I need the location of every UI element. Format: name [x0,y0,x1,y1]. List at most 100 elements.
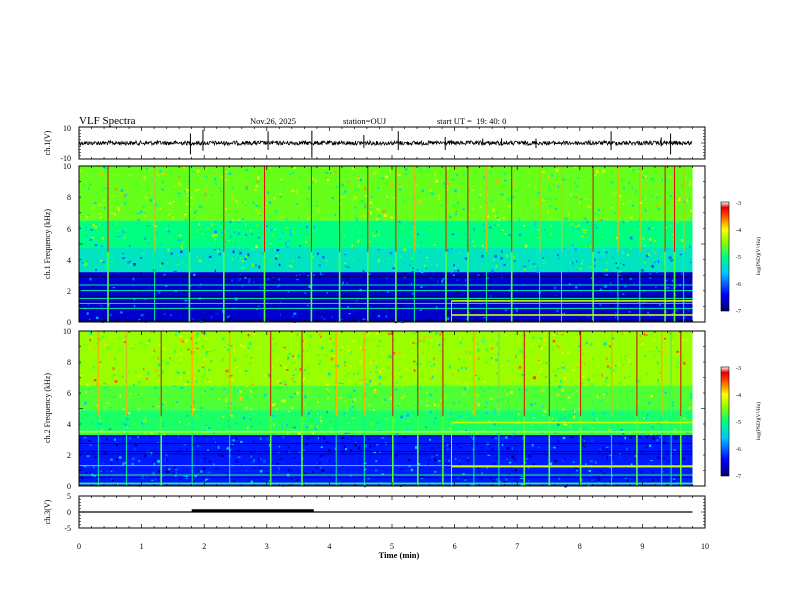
ch1-speckle [285,240,288,243]
ch2-speckle [602,446,605,450]
ch2-speckle [403,436,407,438]
ch1-speckle [232,219,235,221]
ch2-speckle [567,351,570,353]
ch2-speckle [175,333,177,336]
ch2-speckle [373,409,376,412]
ch1-speckle [419,199,421,202]
ch1-speckle [551,173,553,177]
ch1-speckle [286,226,289,229]
ch1-speckle [167,214,170,216]
ch1-speckle [438,280,442,284]
ch1-speckle [649,273,651,276]
ch1-speckle [307,225,310,227]
ch1-speckle [390,254,392,258]
ch2-speckle [316,427,319,430]
ch1-speckle [179,192,182,195]
ch1-speckle [221,231,223,235]
ch2-speckle [378,370,381,374]
ch2-speckle [114,397,117,400]
ch2-speckle [527,452,530,454]
ch2-speckle [336,358,338,362]
ch1-speckle [482,224,485,227]
ch1-sferic-core [683,166,685,252]
ch2-speckle [175,369,177,371]
ch2-speckle [596,417,598,421]
ch2-speckle [232,439,235,442]
ch2-speckle [494,408,496,410]
ch2-speckle [425,392,428,394]
ch2-speckle [396,368,398,371]
ch2-tone-line [451,465,693,468]
ch1-speckle [435,306,438,310]
ch2-speckle [250,480,253,483]
ch1-speckle [578,311,581,314]
ch2-speckle [561,388,565,392]
ch2-speckle [498,480,502,484]
ch1-speckle [496,180,500,183]
ch1-speckle [220,225,223,229]
ch1-speckle [549,205,552,207]
x-tick-label: 6 [453,542,457,551]
ch2-stripe [79,476,693,478]
ch2-speckle [561,365,565,369]
ch2-speckle [475,374,477,376]
ch1-speckle [490,295,492,297]
ch2-speckle [447,336,449,339]
ch2-speckle [491,448,494,451]
ch1-speckle [583,262,586,266]
ch2-speckle [615,406,617,409]
ch1-speckle [311,228,314,231]
ch1-speckle [568,219,571,222]
ch1-speckle [553,279,555,283]
ch2-speckle [626,479,629,482]
ch2-speckle [323,472,325,475]
ch1-speckle [190,252,192,254]
ch1-speckle [473,204,475,207]
ch1-speckle [194,190,196,192]
ch2-speckle [186,402,188,406]
ch1-speckle [584,217,587,219]
ch1-speckle [307,198,309,201]
ch1-speckle [187,252,189,254]
ch1-speckle [334,213,337,216]
ch1-speckle [274,311,277,315]
ch1-speckle [139,288,142,291]
ch2-speckle [330,349,334,353]
ch2-speckle [510,391,513,394]
ch1-sferic-core [367,166,369,252]
ch2-speckle [462,422,465,424]
ch1-speckle [225,204,229,208]
ch1-speckle [648,272,652,275]
ch2-speckle [145,419,147,422]
ch1-speckle [95,316,99,319]
ch2-speckle [205,337,208,340]
ch2-speckle [515,348,519,351]
ch1-speckle [484,182,487,185]
ch2-speckle [193,333,195,335]
ch2-speckle [643,354,647,358]
ch1-speckle [269,259,272,262]
ch1-speckle [384,182,387,185]
ch1-speckle [271,247,273,250]
ch1-speckle [298,256,301,259]
ch1-speckle [194,278,196,281]
ch1-speckle [250,233,253,235]
ch2-speckle [220,454,224,457]
ch1-speckle [542,171,545,174]
ch2-speckle [398,464,401,468]
ch2-speckle [685,469,687,471]
ch1-speckle [103,199,105,201]
ch1-speckle [99,259,103,262]
ch1-speckle [115,222,117,226]
ch1-speckle [104,206,106,210]
ch2-band [79,385,693,411]
ch2-speckle [190,406,193,408]
ch2-speckle [560,380,562,383]
ch2-speckle [682,404,686,407]
ch1-speckle [403,262,406,264]
ch2-speckle [268,375,271,378]
ch1-speckle [144,196,148,199]
ch2-sferic-core [636,331,638,417]
ch2-speckle [431,375,434,379]
ch1-speckle [256,303,258,306]
